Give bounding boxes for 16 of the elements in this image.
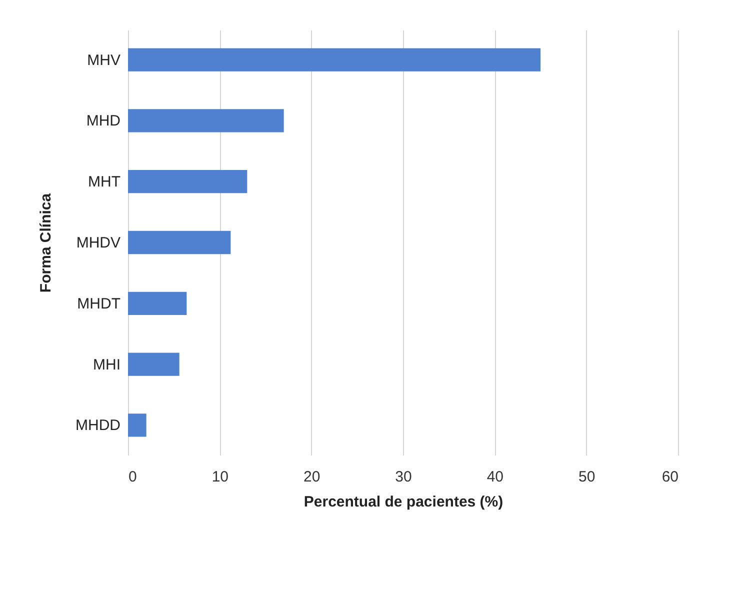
x-tick-label: 50 bbox=[578, 468, 596, 486]
y-tick-label: MHDD bbox=[76, 417, 121, 434]
x-tick-label: 60 bbox=[662, 468, 678, 486]
y-tick-label: MHD bbox=[86, 112, 121, 130]
y-tick-label: MHT bbox=[88, 174, 120, 191]
y-tick-label: MHDV bbox=[76, 234, 120, 252]
x-tick-label: 30 bbox=[395, 468, 412, 486]
y-tick-label: MHDT bbox=[77, 295, 120, 312]
y-axis-title: Forma Clínica bbox=[38, 192, 55, 293]
y-tick-label: MHI bbox=[93, 356, 120, 374]
x-tick-label: 0 bbox=[128, 468, 137, 486]
x-tick-label: 10 bbox=[212, 468, 229, 486]
x-tick-label: 20 bbox=[303, 468, 320, 486]
y-tick-label: MHV bbox=[87, 52, 120, 69]
x-axis-title: Percentual de pacientes (%) bbox=[304, 494, 504, 510]
x-tick-label: 40 bbox=[486, 468, 504, 486]
